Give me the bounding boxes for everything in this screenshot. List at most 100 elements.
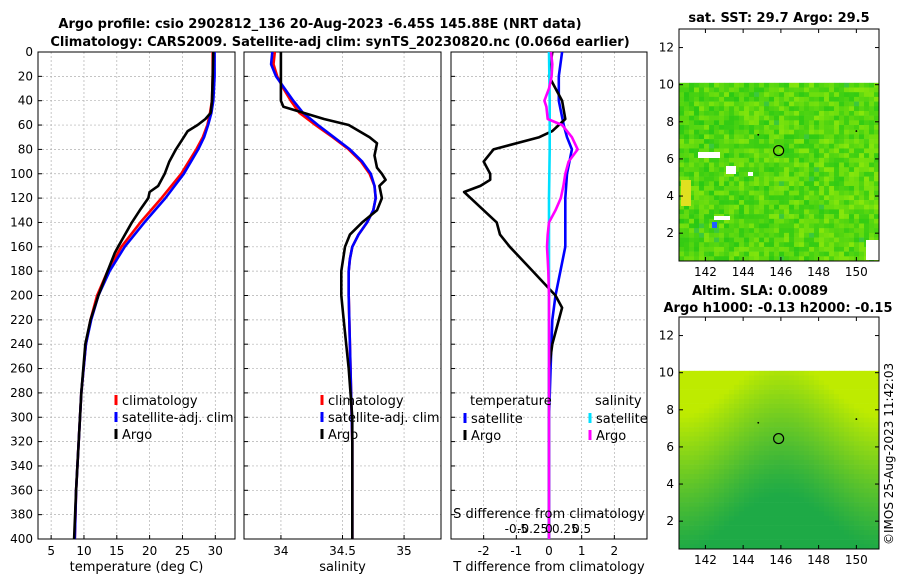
map-cell	[784, 511, 790, 517]
map-cell	[704, 218, 710, 224]
map-cell	[774, 246, 780, 252]
map-cell	[729, 87, 735, 93]
map-cell	[829, 185, 835, 191]
map-cell	[864, 511, 870, 517]
map-cell	[764, 539, 770, 545]
map-cell	[679, 534, 685, 540]
map-cell	[819, 143, 825, 149]
map-cell	[699, 223, 705, 229]
map-cell	[759, 520, 765, 526]
map-cell	[714, 181, 720, 187]
map-cell	[729, 139, 735, 145]
map-cell	[719, 384, 725, 390]
map-cell	[759, 450, 765, 456]
map-cell	[759, 516, 765, 522]
map-cell	[869, 87, 875, 93]
map-cell	[789, 389, 795, 395]
x-tick-label: 25	[175, 544, 190, 558]
map-cell	[704, 204, 710, 210]
map-cell	[709, 242, 715, 248]
map-cell	[789, 375, 795, 381]
s-tick-label: -0.25	[517, 522, 548, 536]
map-cell	[849, 228, 855, 234]
map-cell	[784, 516, 790, 522]
map-cell	[749, 483, 755, 489]
map-cell	[729, 544, 735, 550]
map-cell	[779, 516, 785, 522]
y-tick-label: 300	[10, 410, 33, 424]
map-cell	[729, 232, 735, 238]
map-cell	[744, 483, 750, 489]
map-cell	[834, 256, 840, 262]
map-cell	[829, 96, 835, 102]
map-cell	[814, 148, 820, 154]
map-cell	[874, 176, 880, 182]
map-cell	[819, 251, 825, 257]
map-cell	[684, 176, 690, 182]
map-cell	[744, 129, 750, 135]
map-cell	[869, 544, 875, 550]
map-cell	[779, 530, 785, 536]
map-cell	[809, 110, 815, 116]
map-cell	[794, 525, 800, 531]
y-tick-label: 6	[666, 440, 674, 454]
map-cell	[709, 214, 715, 220]
map-cell	[814, 408, 820, 414]
map-cell	[874, 525, 880, 531]
map-cell	[874, 445, 880, 451]
map-cell	[874, 171, 880, 177]
map-cell	[799, 398, 805, 404]
map-cell	[834, 153, 840, 159]
map-cell	[824, 459, 830, 465]
map-cell	[849, 256, 855, 262]
map-cell	[829, 228, 835, 234]
y-tick-label: 180	[10, 264, 33, 278]
map-cell	[739, 125, 745, 131]
map-cell	[874, 106, 880, 112]
map-cell	[729, 403, 735, 409]
map-cell	[784, 256, 790, 262]
map-cell	[719, 408, 725, 414]
map-cell	[839, 246, 845, 252]
map-cell	[859, 445, 865, 451]
map-cell	[719, 228, 725, 234]
map-cell	[829, 431, 835, 437]
map-cell	[844, 125, 850, 131]
map-cell	[834, 223, 840, 229]
map-cell	[864, 190, 870, 196]
map-cell	[774, 185, 780, 191]
map-cell	[689, 408, 695, 414]
map-cell	[874, 120, 880, 126]
map-cell	[724, 143, 730, 149]
map-cell	[814, 200, 820, 206]
map-cell	[774, 483, 780, 489]
map-cell	[799, 246, 805, 252]
map-cell	[814, 370, 820, 376]
map-cell	[764, 389, 770, 395]
map-cell	[699, 190, 705, 196]
map-cell	[684, 427, 690, 433]
map-cell	[819, 431, 825, 437]
map-cell	[869, 408, 875, 414]
map-cell	[724, 380, 730, 386]
map-cell	[769, 464, 775, 470]
map-cell	[679, 380, 685, 386]
map-cell	[704, 450, 710, 456]
map-cell	[874, 223, 880, 229]
map-cell	[869, 214, 875, 220]
map-cell	[764, 417, 770, 423]
map-cell	[829, 242, 835, 248]
map-cell	[729, 214, 735, 220]
map-cell	[739, 237, 745, 243]
map-cell	[809, 143, 815, 149]
map-cell	[709, 441, 715, 447]
map-cell	[729, 469, 735, 475]
map-cell	[834, 232, 840, 238]
map-cell	[704, 534, 710, 540]
map-cell	[864, 417, 870, 423]
x-tick-label: 144	[732, 265, 755, 279]
map-cell	[824, 492, 830, 498]
map-cell	[844, 82, 850, 88]
map-cell	[854, 157, 860, 163]
